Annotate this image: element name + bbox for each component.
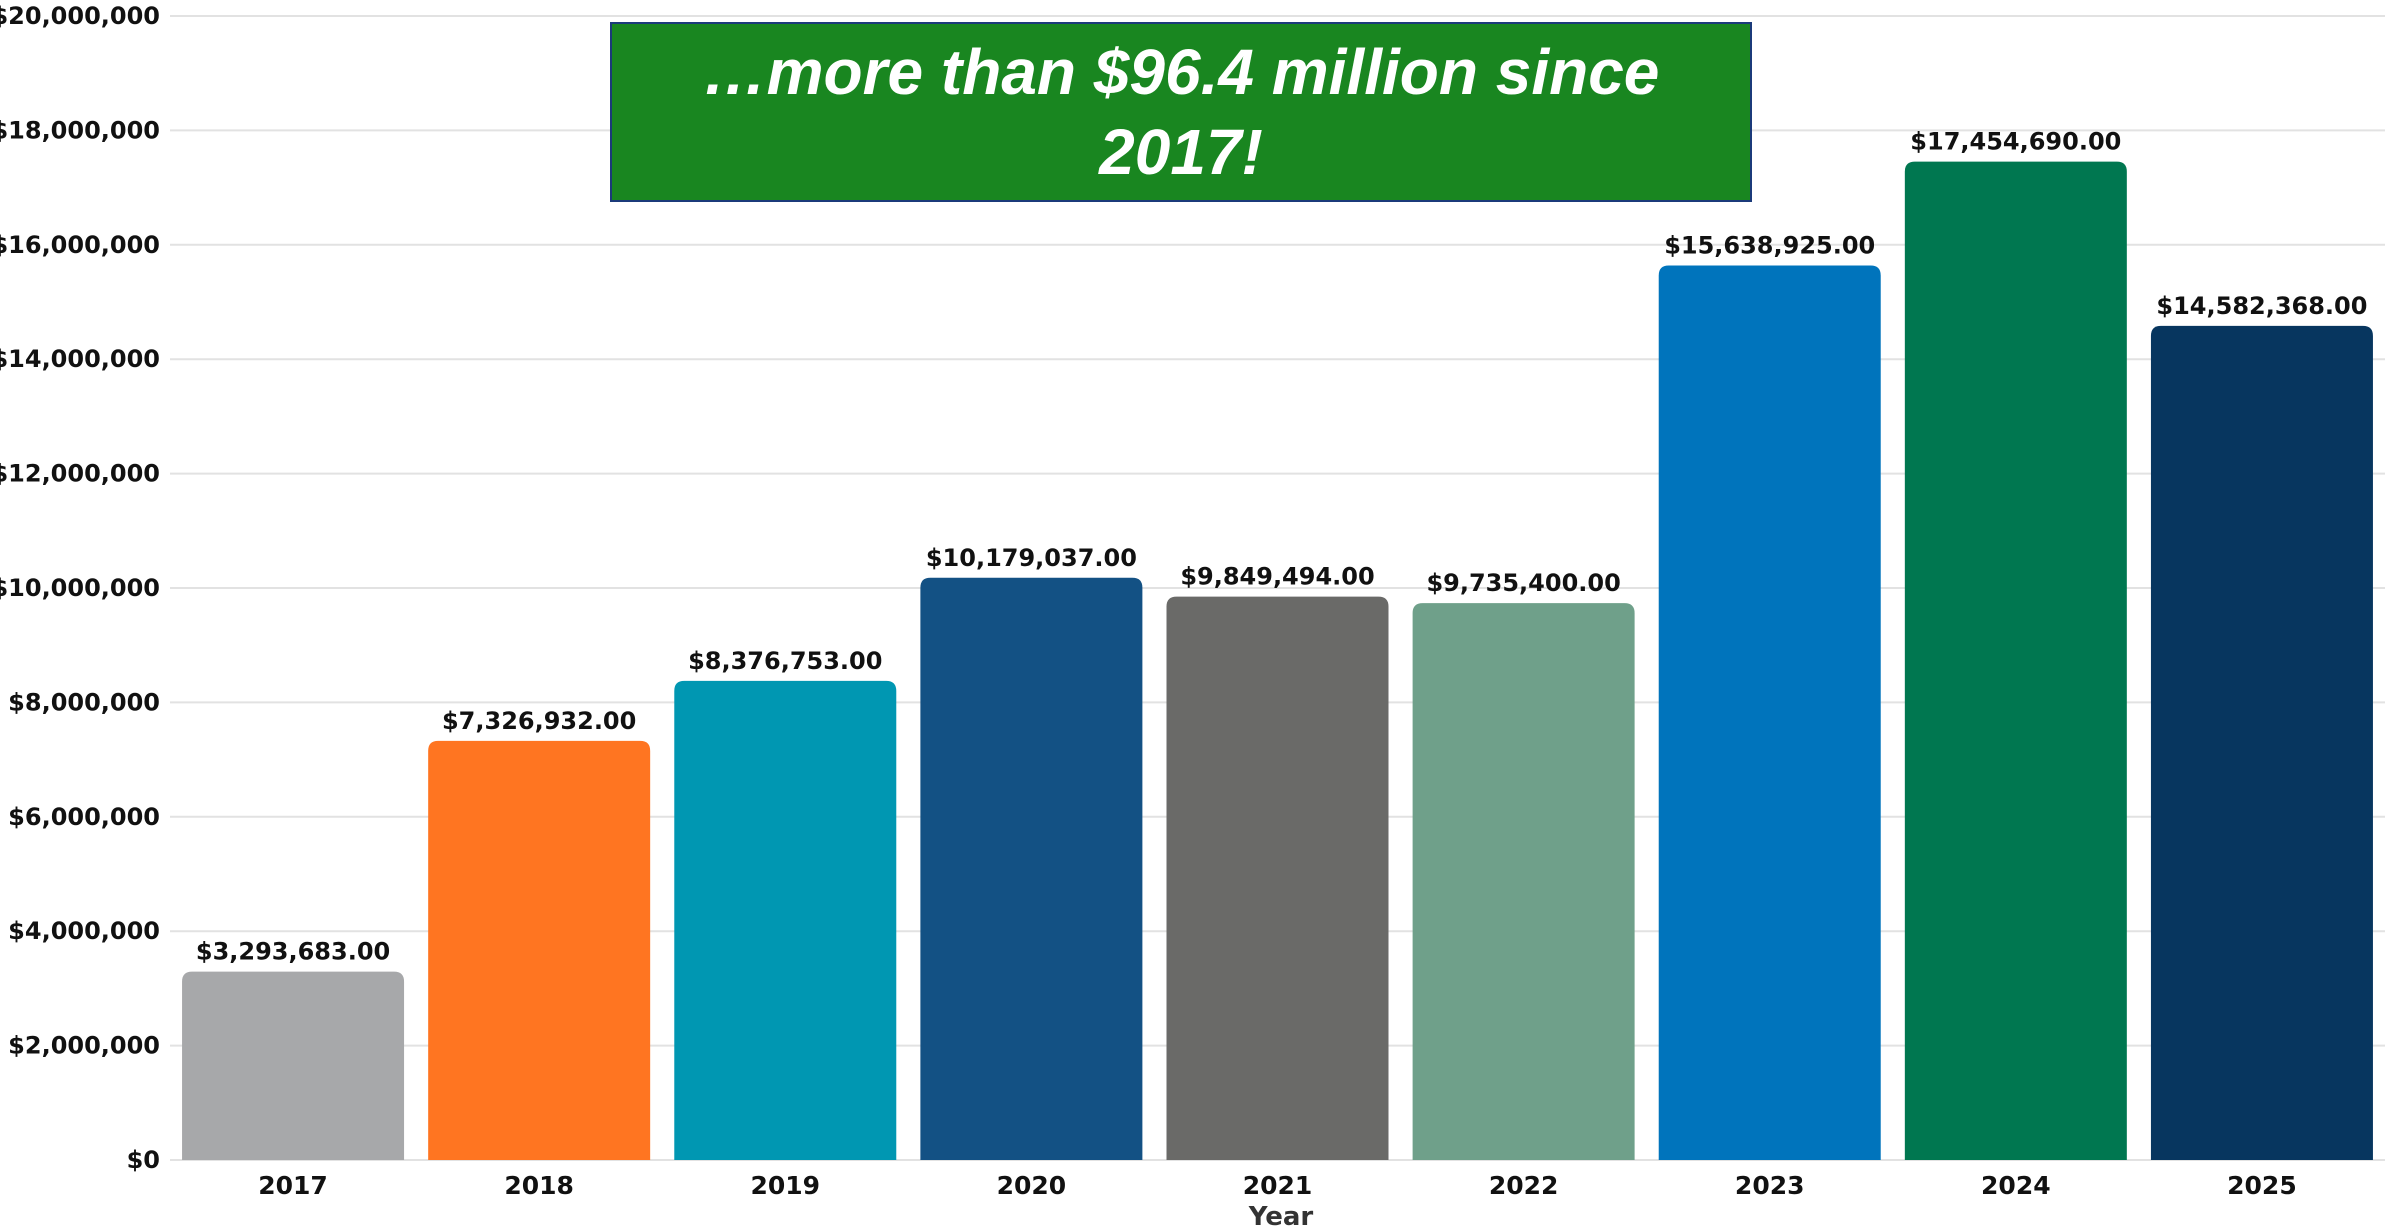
- x-tick-label: 2024: [1981, 1171, 2051, 1200]
- x-axis-title: Year: [1248, 1202, 1314, 1230]
- y-axis-ticks: $0 $2,000,000 $4,000,000 $6,000,000 $8,000,0…: [0, 2, 160, 1174]
- y-tick-label: $4,000,000: [8, 917, 160, 945]
- bar-2018: [428, 740, 651, 1160]
- banner-text: …more than $96.4 million since 2017!: [702, 36, 1660, 188]
- data-label-2020: $10,179,037.00: [926, 544, 1137, 572]
- x-axis-ticks: 2017 2018 2019 2020 2021 2022 2023 2024 2025: [258, 1171, 2296, 1200]
- x-tick-label: 2020: [997, 1171, 1067, 1200]
- data-label-2023: $15,638,925.00: [1664, 231, 1875, 259]
- data-label-2021: $9,849,494.00: [1180, 563, 1374, 591]
- bars: [182, 161, 2373, 1160]
- x-tick-label: 2023: [1735, 1171, 1805, 1200]
- bar-2017: [182, 971, 405, 1160]
- summary-banner: …more than $96.4 million since 2017!: [610, 22, 1752, 202]
- x-tick-label: 2017: [258, 1171, 328, 1200]
- data-label-2024: $17,454,690.00: [1910, 128, 2121, 156]
- y-tick-label: $6,000,000: [8, 803, 160, 831]
- y-tick-label: $14,000,000: [0, 345, 160, 373]
- y-tick-label: $12,000,000: [0, 460, 160, 488]
- y-tick-label: $8,000,000: [8, 688, 160, 716]
- data-label-2025: $14,582,368.00: [2156, 292, 2367, 320]
- y-tick-label: $16,000,000: [0, 231, 160, 259]
- bar-2019: [674, 680, 897, 1160]
- bar-2023: [1658, 265, 1881, 1160]
- x-tick-label: 2018: [504, 1171, 574, 1200]
- data-label-2017: $3,293,683.00: [196, 938, 390, 966]
- data-label-2019: $8,376,753.00: [688, 647, 882, 675]
- y-tick-label: $10,000,000: [0, 574, 160, 602]
- x-tick-label: 2025: [2227, 1171, 2297, 1200]
- data-labels: $3,293,683.00 $7,326,932.00 $8,376,753.00 $…: [196, 128, 2368, 966]
- bar-2021: [1166, 596, 1389, 1160]
- x-tick-label: 2019: [750, 1171, 820, 1200]
- y-tick-label: $0: [127, 1146, 160, 1174]
- bar-2022: [1412, 603, 1635, 1160]
- x-tick-label: 2021: [1243, 1171, 1313, 1200]
- bar-2025: [2150, 325, 2373, 1160]
- bar-2020: [920, 577, 1143, 1160]
- x-tick-label: 2022: [1489, 1171, 1559, 1200]
- y-tick-label: $18,000,000: [0, 116, 160, 144]
- data-label-2022: $9,735,400.00: [1426, 569, 1620, 597]
- data-label-2018: $7,326,932.00: [442, 707, 636, 735]
- bar-2024: [1904, 161, 2127, 1160]
- y-tick-label: $2,000,000: [8, 1032, 160, 1060]
- y-tick-label: $20,000,000: [0, 2, 160, 30]
